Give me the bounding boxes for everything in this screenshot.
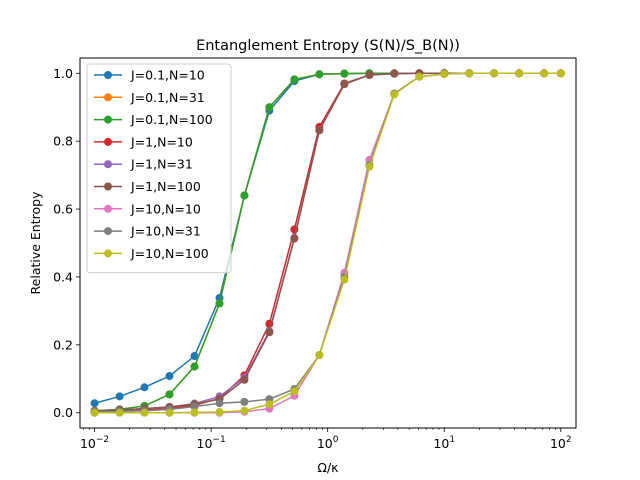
data-point: [215, 408, 224, 417]
data-point: [165, 372, 174, 381]
legend-label: J=1,N=10: [130, 134, 193, 149]
data-point: [490, 69, 499, 78]
data-point: [90, 399, 99, 408]
legend-swatch-marker: [104, 204, 112, 213]
series-line: [94, 72, 561, 414]
data-point: [265, 328, 274, 337]
chart-title: Entanglement Entropy (S(N)/S_B(N)): [196, 38, 460, 54]
data-point: [315, 70, 324, 79]
data-point: [290, 234, 299, 243]
y-tick-label: 0.6: [53, 202, 73, 217]
legend-swatch-marker: [104, 249, 112, 258]
data-point: [340, 275, 349, 284]
legend-swatch-marker: [104, 160, 112, 169]
y-tick-label: 0.0: [53, 405, 73, 420]
legend-swatch-marker: [104, 115, 112, 124]
data-point: [215, 399, 224, 408]
legend-swatch-marker: [104, 182, 112, 191]
data-point: [315, 351, 324, 360]
data-point: [265, 400, 274, 409]
x-tick-label: 100: [317, 435, 339, 451]
y-tick-label: 1.0: [53, 66, 73, 81]
x-tick-label: 101: [433, 435, 455, 451]
data-point: [240, 397, 249, 406]
legend-item: J=10,N=31: [94, 224, 201, 239]
y-tick-label: 0.4: [53, 269, 73, 284]
data-point: [365, 70, 374, 79]
data-point: [265, 103, 274, 112]
legend-item: J=0.1,N=100: [94, 112, 213, 127]
legend-label: J=1,N=100: [130, 179, 201, 194]
data-point: [540, 69, 549, 78]
y-axis-label: Relative Entropy: [28, 191, 43, 295]
data-point: [290, 387, 299, 396]
legend-swatch-marker: [104, 71, 112, 79]
data-point: [515, 69, 524, 78]
data-point: [365, 162, 374, 171]
y-tick-label: 0.2: [53, 337, 73, 352]
legend-swatch-marker: [104, 93, 112, 102]
series-9: [90, 69, 565, 417]
data-point: [315, 126, 324, 135]
data-point: [556, 69, 565, 78]
legend-label: J=1,N=31: [130, 157, 193, 172]
legend-item: J=0.1,N=10: [94, 68, 205, 83]
data-point: [415, 72, 424, 81]
legend-label: J=10,N=31: [130, 224, 201, 239]
legend-label: J=10,N=10: [130, 201, 201, 216]
legend: J=0.1,N=10 J=0.1,N=31 J=0.1,N=100 J=1,N=10 J…: [86, 63, 232, 274]
data-point: [165, 408, 174, 417]
data-point: [165, 390, 174, 399]
x-tick-label: 10−2: [80, 435, 109, 451]
y-axis-ticks: 0.0 0.2 0.4 0.6 0.8 1.0: [53, 66, 80, 420]
data-point: [390, 69, 399, 78]
x-axis-ticks: 10−2 10−1 100 101 102: [80, 428, 572, 451]
data-point: [115, 392, 124, 401]
data-point: [140, 408, 149, 417]
data-point: [215, 299, 224, 308]
x-axis-label: Ω/κ: [317, 460, 339, 475]
data-point: [390, 90, 399, 99]
legend-label: J=0.1,N=100: [130, 112, 213, 127]
legend-item: J=1,N=31: [94, 157, 193, 172]
legend-box: [86, 63, 232, 274]
data-point: [240, 191, 249, 200]
legend-item: J=0.1,N=31: [94, 90, 205, 105]
y-tick-label: 0.8: [53, 134, 73, 149]
legend-swatch-marker: [104, 227, 112, 236]
data-point: [190, 408, 199, 417]
data-point: [190, 352, 199, 361]
legend-item: J=1,N=100: [94, 179, 201, 194]
legend-label: J=0.1,N=10: [130, 68, 205, 83]
legend-item: J=10,N=100: [94, 246, 209, 261]
data-point: [340, 80, 349, 89]
legend-label: J=10,N=100: [130, 246, 209, 261]
data-point: [440, 69, 449, 78]
data-point: [190, 402, 199, 411]
legend-item: J=1,N=10: [94, 134, 193, 149]
x-tick-label: 102: [550, 435, 572, 451]
series-layer: [90, 69, 565, 417]
legend-item: J=10,N=10: [94, 201, 201, 216]
legend-label: J=0.1,N=31: [130, 90, 205, 105]
data-point: [140, 383, 149, 392]
legend-swatch-marker: [104, 137, 112, 146]
data-point: [290, 75, 299, 84]
data-point: [115, 408, 124, 417]
data-point: [240, 375, 249, 384]
x-tick-label: 10−1: [197, 435, 226, 451]
data-point: [90, 408, 99, 417]
data-point: [340, 69, 349, 78]
data-point: [240, 406, 249, 415]
data-point: [465, 69, 474, 78]
data-point: [190, 362, 199, 371]
